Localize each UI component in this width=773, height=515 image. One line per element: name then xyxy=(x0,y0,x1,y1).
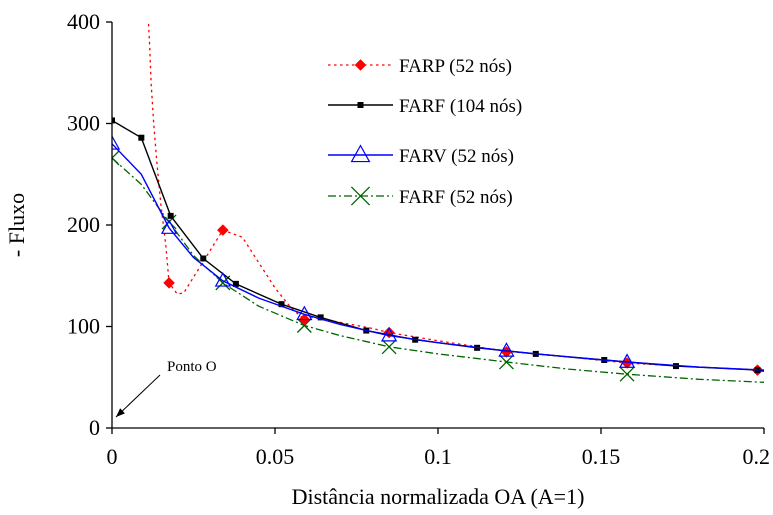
legend-item: FARP (52 nós) xyxy=(328,56,512,77)
x-tick-label: 0 xyxy=(107,444,118,469)
data-point xyxy=(216,224,229,236)
series-line xyxy=(112,157,765,383)
y-tick-label: 400 xyxy=(67,9,100,34)
series-2 xyxy=(112,135,765,371)
annotation-arrow xyxy=(115,374,161,418)
data-point xyxy=(618,353,636,368)
data-point xyxy=(163,277,175,289)
data-point xyxy=(160,219,178,234)
annotation-arrowhead xyxy=(116,408,125,417)
data-point xyxy=(380,326,398,342)
x-tick-label: 0.1 xyxy=(424,444,452,469)
data-point xyxy=(232,280,239,287)
data-point xyxy=(498,342,515,357)
data-point xyxy=(167,212,174,219)
legend-item: FARV (52 nós) xyxy=(328,144,514,167)
x-tick-label: 0.05 xyxy=(256,444,295,469)
data-point xyxy=(138,134,145,141)
plot-area xyxy=(112,22,765,383)
x-axis-title: Distância normalizada OA (A=1) xyxy=(292,484,585,509)
annotation-label: Ponto O xyxy=(167,359,217,375)
data-point xyxy=(499,354,514,370)
data-point xyxy=(296,305,313,321)
y-tick-label: 200 xyxy=(67,212,100,237)
legend-swatch-marker xyxy=(350,186,371,206)
y-tick-label: 300 xyxy=(67,111,100,136)
legend: FARP (52 nós) FARF (104 nós) FARV (52 nós)… xyxy=(328,56,522,208)
y-tick-label: 0 xyxy=(89,415,100,440)
series-line xyxy=(112,143,765,371)
legend-swatch-marker xyxy=(357,102,364,108)
legend-swatch-marker xyxy=(350,144,371,163)
data-point xyxy=(112,150,120,166)
y-tick-label: 100 xyxy=(67,314,100,339)
data-point xyxy=(296,318,312,333)
data-point xyxy=(112,117,115,124)
data-point xyxy=(214,272,231,287)
data-point xyxy=(200,255,207,262)
legend-label: FARP (52 nós) xyxy=(399,56,512,77)
legend-label: FARF (104 nós) xyxy=(399,96,522,117)
data-point xyxy=(112,135,121,150)
legend-swatch-marker xyxy=(354,59,367,71)
legend-label: FARF (52 nós) xyxy=(399,187,513,208)
ticks: 0 100 200 300 400 0 0.05 0.1 0.15 0.2 xyxy=(67,9,770,469)
legend-label: FARV (52 nós) xyxy=(399,146,514,167)
data-point xyxy=(317,314,324,321)
data-point xyxy=(381,339,397,355)
data-point xyxy=(161,214,177,230)
series-line xyxy=(147,22,765,371)
annotation: Ponto O xyxy=(115,359,217,418)
series-3 xyxy=(112,150,765,383)
legend-item: FARF (104 nós) xyxy=(328,96,522,117)
data-point xyxy=(619,366,635,382)
x-tick-label: 0.15 xyxy=(582,444,621,469)
data-point xyxy=(278,301,285,308)
y-axis-title: - Fluxo xyxy=(4,193,29,257)
legend-item: FARF (52 nós) xyxy=(328,186,513,208)
x-tick-label: 0.2 xyxy=(743,444,771,469)
